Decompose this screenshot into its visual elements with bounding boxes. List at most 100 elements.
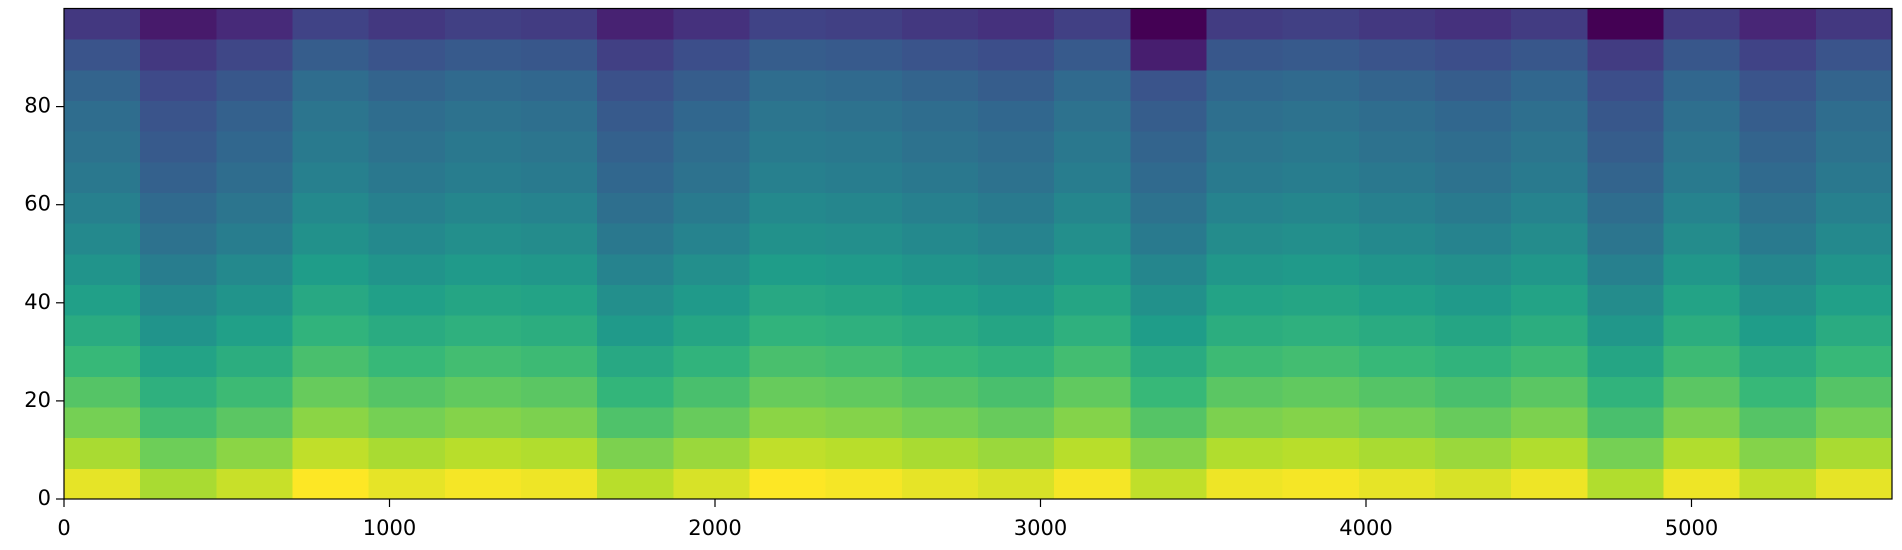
heatmap-cell <box>1054 39 1131 71</box>
heatmap-cell <box>597 468 674 500</box>
heatmap-cell <box>1358 345 1436 377</box>
heatmap-cell <box>597 100 674 132</box>
heatmap-cell <box>140 69 217 101</box>
heatmap-cell <box>1815 161 1893 193</box>
heatmap-cell <box>1130 315 1207 347</box>
heatmap-cell <box>1663 437 1741 469</box>
heatmap-cell <box>597 407 674 439</box>
heatmap-cell <box>444 69 522 101</box>
heatmap-cell <box>978 468 1055 500</box>
x-tick-label: 3000 <box>1014 516 1067 540</box>
heatmap-cell <box>825 253 903 285</box>
heatmap-cell <box>749 468 827 500</box>
heatmap-cell <box>1435 345 1512 377</box>
heatmap-cell <box>140 284 217 316</box>
heatmap-cell <box>216 39 293 71</box>
heatmap-cell <box>1206 437 1284 469</box>
heatmap-cell <box>1435 8 1512 40</box>
heatmap-cell <box>521 468 598 500</box>
heatmap-cell <box>901 284 979 316</box>
heatmap-cell <box>1587 253 1664 285</box>
heatmap-cell <box>673 8 750 40</box>
heatmap-cell <box>825 223 903 255</box>
heatmap-cell <box>1587 131 1664 163</box>
heatmap-cell <box>1358 223 1436 255</box>
heatmap-cell <box>825 100 903 132</box>
heatmap-cell <box>1511 376 1588 408</box>
heatmap-cell <box>1054 468 1131 500</box>
heatmap-cell <box>1815 192 1893 224</box>
heatmap-cell <box>825 69 903 101</box>
heatmap-cell <box>521 253 598 285</box>
heatmap-cell <box>64 223 141 255</box>
heatmap-cell <box>901 223 979 255</box>
heatmap-cell <box>216 69 293 101</box>
heatmap-cell <box>521 345 598 377</box>
heatmap-cell <box>368 376 446 408</box>
heatmap-cell <box>1358 8 1436 40</box>
heatmap-cell <box>749 39 827 71</box>
heatmap-cell <box>597 8 674 40</box>
heatmap-cell <box>521 131 598 163</box>
heatmap-cell <box>292 100 370 132</box>
heatmap-cell <box>1282 69 1360 101</box>
heatmap-cell <box>444 192 522 224</box>
heatmap-cell <box>1587 437 1664 469</box>
heatmap-cell <box>521 192 598 224</box>
heatmap-cell <box>1663 223 1741 255</box>
heatmap-cell <box>825 192 903 224</box>
heatmap-cell <box>901 161 979 193</box>
heatmap-cell <box>1054 407 1131 439</box>
heatmap-cell <box>825 437 903 469</box>
heatmap-cell <box>1130 407 1207 439</box>
heatmap-cell <box>1054 376 1131 408</box>
heatmap-cell <box>1587 8 1664 40</box>
heatmap-cell <box>1358 253 1436 285</box>
heatmap-cell <box>216 376 293 408</box>
heatmap-cell <box>292 131 370 163</box>
heatmap-cell <box>444 284 522 316</box>
heatmap-cell <box>1358 437 1436 469</box>
heatmap-cell <box>597 345 674 377</box>
heatmap-cell <box>1054 223 1131 255</box>
heatmap-cell <box>1358 376 1436 408</box>
heatmap-cell <box>749 100 827 132</box>
heatmap-cell <box>1663 284 1741 316</box>
heatmap-cell <box>521 437 598 469</box>
heatmap-cell <box>292 69 370 101</box>
heatmap-cell <box>673 192 750 224</box>
heatmap-cell <box>216 192 293 224</box>
heatmap-cell <box>1282 131 1360 163</box>
heatmap-cell <box>673 39 750 71</box>
heatmap-cell <box>1511 8 1588 40</box>
heatmap-cell <box>368 407 446 439</box>
heatmap-cell <box>292 315 370 347</box>
heatmap-cell <box>673 100 750 132</box>
heatmap-cell <box>216 468 293 500</box>
heatmap-cell <box>1358 284 1436 316</box>
heatmap-cell <box>1739 376 1817 408</box>
heatmap-cell <box>444 131 522 163</box>
heatmap-cell <box>216 284 293 316</box>
heatmap-cell <box>368 345 446 377</box>
heatmap-cell <box>64 8 141 40</box>
heatmap-cell <box>1663 39 1741 71</box>
heatmap-cell <box>1663 131 1741 163</box>
heatmap-cell <box>1511 468 1588 500</box>
heatmap-cell <box>1587 376 1664 408</box>
heatmap-cell <box>64 376 141 408</box>
heatmap-cell <box>1587 315 1664 347</box>
heatmap-cell <box>673 161 750 193</box>
heatmap-cell <box>292 407 370 439</box>
heatmap-cell <box>901 253 979 285</box>
heatmap-cell <box>673 345 750 377</box>
heatmap-cell <box>292 39 370 71</box>
heatmap-cell <box>1815 69 1893 101</box>
heatmap-cell <box>1130 8 1207 40</box>
heatmap-cell <box>1739 437 1817 469</box>
heatmap-cell <box>1282 315 1360 347</box>
heatmap-cell <box>978 100 1055 132</box>
heatmap-cell <box>1282 8 1360 40</box>
heatmap-cell <box>673 437 750 469</box>
heatmap-cell <box>521 100 598 132</box>
